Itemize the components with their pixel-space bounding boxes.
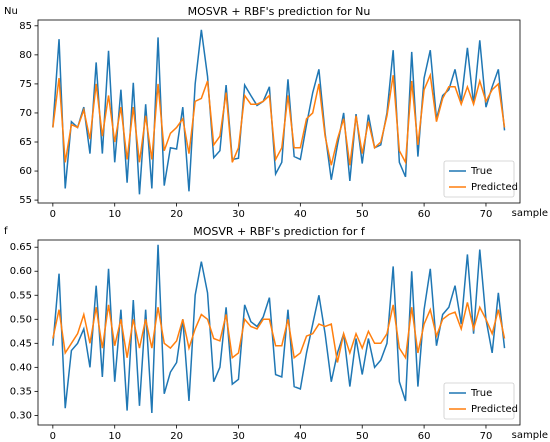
x-tick-label: 0	[50, 431, 56, 442]
x-tick-label: 30	[232, 431, 245, 442]
y-tick-label: 0.55	[10, 290, 32, 301]
x-tick-label: 40	[294, 431, 307, 442]
x-tick-label: 20	[170, 431, 183, 442]
axes-frame	[37, 19, 521, 204]
y-tick-label: 0.45	[10, 338, 32, 349]
chart-title: MOSVR + RBF's prediction for Nu	[188, 5, 371, 18]
x-tick-label: 10	[108, 431, 121, 442]
legend-label: Predicted	[471, 182, 518, 193]
y-tick-label: 60	[19, 166, 32, 177]
x-tick-label: 50	[356, 209, 369, 220]
line-series	[52, 29, 506, 195]
x-tick-label: 0	[50, 209, 56, 220]
y-axis-label: f	[4, 226, 8, 237]
x-tick-label: 40	[294, 209, 307, 220]
x-tick-label: 60	[418, 209, 431, 220]
x-axis-label: sample	[512, 430, 548, 441]
x-tick-label: 30	[232, 209, 245, 220]
chart-title: MOSVR + RBF's prediction for f	[193, 225, 366, 238]
legend-label: Predicted	[471, 404, 518, 415]
y-tick-label: 65	[19, 137, 32, 148]
legend-box	[443, 160, 515, 198]
legend-label: True	[470, 388, 492, 399]
legend-label: True	[470, 166, 492, 177]
y-tick-label: 55	[19, 195, 32, 206]
y-axis-label: Nu	[4, 6, 18, 17]
y-tick-label: 0.40	[10, 362, 32, 373]
x-tick-label: 60	[418, 431, 431, 442]
y-tick-label: 70	[19, 108, 32, 119]
legend-box	[443, 382, 515, 420]
axes-frame	[37, 239, 521, 426]
y-tick-label: 0.50	[10, 314, 32, 325]
y-tick-label: 80	[19, 50, 32, 61]
x-axis-label: sample	[512, 208, 548, 219]
x-tick-label: 70	[480, 431, 493, 442]
y-tick-label: 0.30	[10, 410, 32, 421]
x-tick-label: 20	[170, 209, 183, 220]
y-tick-label: 0.60	[10, 266, 32, 277]
line-series	[52, 244, 506, 414]
y-tick-label: 75	[19, 79, 32, 90]
x-tick-label: 70	[480, 209, 493, 220]
x-tick-label: 50	[356, 431, 369, 442]
y-tick-label: 85	[19, 21, 32, 32]
y-tick-label: 0.65	[10, 242, 32, 253]
line-series	[52, 302, 506, 363]
x-tick-label: 10	[108, 209, 121, 220]
line-series	[52, 72, 506, 166]
y-tick-label: 0.35	[10, 386, 32, 397]
